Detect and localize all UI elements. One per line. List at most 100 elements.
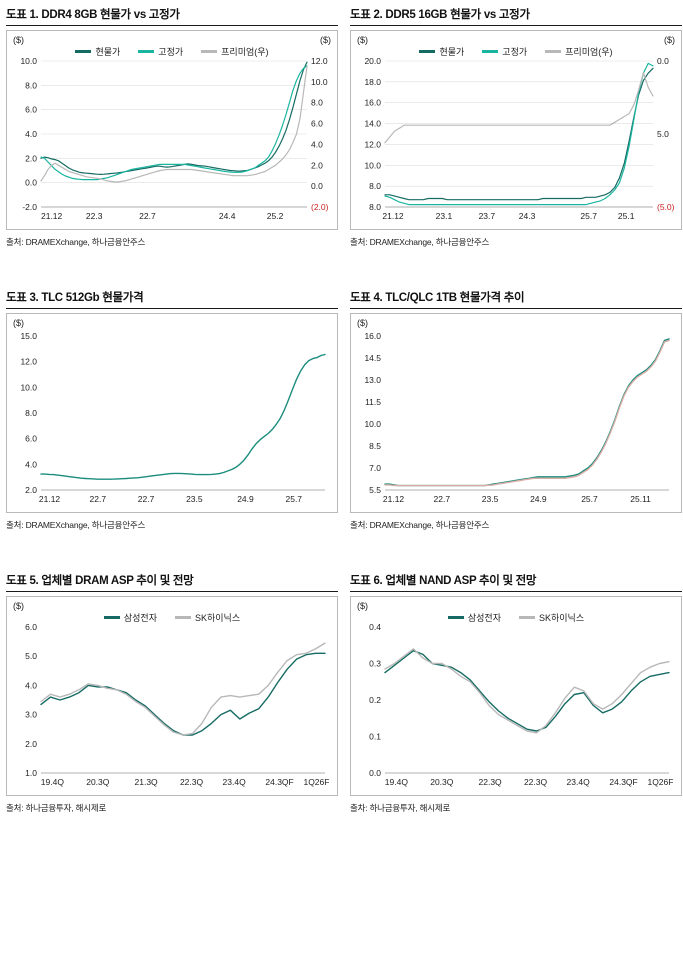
chart-svg: 5.5 7.0 8.5 10.0 11.5 13.0 14.5 16.0 21.12 22.7 23… — [364, 331, 670, 504]
svg-text:12.0: 12.0 — [311, 56, 328, 66]
legend-item-spot: 현물가 — [419, 45, 464, 58]
y-axis-unit-left: ($) — [357, 35, 368, 45]
svg-text:14.5: 14.5 — [364, 353, 381, 363]
svg-text:2.0: 2.0 — [311, 160, 323, 170]
panel-nand-asp: 도표 6. 업체별 NAND ASP 추이 및 전망 ($) 삼성전자 SK하이… — [348, 572, 683, 855]
svg-text:(5.0): (5.0) — [657, 202, 675, 212]
chart-dram-asp: ($) 삼성전자 SK하이닉스 1.0 2.0 3.0 4.0 5.0 6.0 19.4Q 2… — [6, 596, 338, 796]
panel-title: 도표 5. 업체별 DRAM ASP 추이 및 전망 — [6, 572, 338, 592]
y-axis-unit-left: ($) — [357, 601, 368, 611]
svg-text:23.5: 23.5 — [482, 494, 499, 504]
svg-text:0.0: 0.0 — [25, 178, 37, 188]
svg-text:24.3QF: 24.3QF — [265, 777, 293, 787]
legend-label: 프리미엄(우) — [565, 47, 613, 57]
svg-text:6.0: 6.0 — [25, 622, 37, 632]
svg-text:25.7: 25.7 — [285, 494, 302, 504]
svg-text:4.0: 4.0 — [25, 129, 37, 139]
panel-dram-asp: 도표 5. 업체별 DRAM ASP 추이 및 전망 ($) 삼성전자 SK하이… — [4, 572, 340, 855]
legend-label: 고정가 — [502, 47, 528, 57]
svg-text:25.7: 25.7 — [581, 494, 598, 504]
svg-text:12.0: 12.0 — [364, 139, 381, 149]
legend-label: 현물가 — [95, 47, 121, 57]
legend-swatch-icon — [545, 50, 562, 53]
chart-source: 출처: 하나금융투자, 해시제로 — [6, 803, 107, 813]
chart-source: 출처: DRAMEXchange, 하나금융안주스 — [6, 237, 146, 247]
legend-item-samsung: 삼성전자 — [103, 611, 157, 624]
svg-text:22.7: 22.7 — [434, 494, 451, 504]
svg-text:16.0: 16.0 — [364, 98, 381, 108]
y-axis-unit-left: ($) — [13, 601, 24, 611]
svg-text:1.0: 1.0 — [25, 768, 37, 778]
y-axis-unit-right: ($) — [320, 35, 331, 45]
svg-text:6.0: 6.0 — [25, 105, 37, 115]
svg-text:8.0: 8.0 — [369, 202, 381, 212]
chart-ddr4: ($) ($) 현물가 고정가 프리미엄(우) - — [6, 30, 338, 230]
legend-item-samsung: 삼성전자 — [447, 611, 501, 624]
svg-text:22.3: 22.3 — [86, 211, 103, 221]
svg-text:13.0: 13.0 — [364, 375, 381, 385]
legend-label: SK하이닉스 — [538, 613, 585, 623]
svg-text:24.4: 24.4 — [219, 211, 236, 221]
svg-text:2.0: 2.0 — [25, 153, 37, 163]
svg-text:0.0: 0.0 — [311, 181, 323, 191]
legend-swatch-icon — [518, 616, 535, 619]
svg-text:10.0: 10.0 — [20, 382, 37, 392]
svg-text:10.0: 10.0 — [364, 160, 381, 170]
chart-legend: 삼성전자 SK하이닉스 — [351, 611, 681, 624]
legend-item-premium: 프리미엄(우) — [545, 45, 613, 58]
chart-source: 출차: 하나금융투자, 해시제로 — [350, 803, 451, 813]
svg-text:0.4: 0.4 — [369, 622, 381, 632]
svg-text:23.4Q: 23.4Q — [223, 777, 247, 787]
svg-text:0.0: 0.0 — [369, 768, 381, 778]
svg-text:8.0: 8.0 — [311, 98, 323, 108]
legend-swatch-icon — [419, 50, 436, 53]
legend-label: SK하이닉스 — [194, 613, 241, 623]
legend-swatch-icon — [138, 50, 155, 53]
chart-legend: 현물가 고정가 프리미엄(우) — [7, 45, 337, 58]
legend-swatch-icon — [447, 616, 464, 619]
chart-legend: 삼성전자 SK하이닉스 — [7, 611, 337, 624]
svg-text:21.12: 21.12 — [382, 211, 404, 221]
chart-source: 출처: DRAMEXchange, 하나금융안주스 — [6, 520, 146, 530]
panel-title: 도표 4. TLC/QLC 1TB 현물가격 추이 — [350, 289, 682, 309]
svg-text:21.12: 21.12 — [41, 211, 63, 221]
panel-tlcqlc1tb: 도표 4. TLC/QLC 1TB 현물가격 추이 ($) 5.5 7.0 8.5 1… — [348, 289, 683, 572]
svg-text:20.3Q: 20.3Q — [86, 777, 110, 787]
svg-text:6.0: 6.0 — [311, 119, 323, 129]
svg-text:20.0: 20.0 — [364, 56, 381, 66]
svg-text:5.0: 5.0 — [657, 129, 669, 139]
svg-text:8.5: 8.5 — [369, 441, 381, 451]
svg-text:8.0: 8.0 — [369, 181, 381, 191]
y-axis-unit-left: ($) — [13, 318, 24, 328]
svg-text:2.0: 2.0 — [25, 739, 37, 749]
svg-text:22.3Q: 22.3Q — [180, 777, 204, 787]
svg-text:12.0: 12.0 — [20, 357, 37, 367]
svg-text:23.1: 23.1 — [436, 211, 453, 221]
legend-label: 고정가 — [158, 47, 184, 57]
svg-text:18.0: 18.0 — [364, 77, 381, 87]
svg-text:4.0: 4.0 — [311, 139, 323, 149]
svg-text:5.0: 5.0 — [25, 651, 37, 661]
svg-text:5.5: 5.5 — [369, 485, 381, 495]
chart-svg: -2.0 0.0 2.0 4.0 6.0 8.0 10.0 (2.0) 0.0 2.0 4.0 6.0… — [20, 56, 328, 221]
svg-text:10.0: 10.0 — [364, 419, 381, 429]
svg-text:10.0: 10.0 — [311, 77, 328, 87]
panel-title: 도표 2. DDR5 16GB 현물가 vs 고정가 — [350, 6, 682, 26]
svg-text:0.2: 0.2 — [369, 695, 381, 705]
svg-text:14.0: 14.0 — [364, 119, 381, 129]
panel-title: 도표 6. 업체별 NAND ASP 추이 및 전망 — [350, 572, 682, 592]
panel-ddr5: 도표 2. DDR5 16GB 현물가 vs 고정가 ($) ($) 현물가 고… — [348, 6, 683, 289]
legend-item-spot: 현물가 — [75, 45, 120, 58]
svg-text:21.12: 21.12 — [383, 494, 405, 504]
svg-text:10.0: 10.0 — [20, 56, 37, 66]
svg-text:1Q26F: 1Q26F — [303, 777, 329, 787]
panel-grid: 도표 1. DDR4 8GB 현물가 vs 고정가 ($) ($) 현물가 고정… — [4, 6, 682, 855]
svg-text:-2.0: -2.0 — [22, 202, 37, 212]
chart-tlcqlc1tb: ($) 5.5 7.0 8.5 10.0 11.5 13.0 14.5 16.0 21.12 22… — [350, 313, 682, 513]
svg-text:25.1: 25.1 — [618, 211, 635, 221]
svg-text:21.12: 21.12 — [39, 494, 61, 504]
y-axis-unit-left: ($) — [357, 318, 368, 328]
legend-swatch-icon — [482, 50, 499, 53]
chart-svg: 8.0 8.0 10.0 12.0 14.0 16.0 18.0 20.0 (5.0) 5.0 0.… — [364, 56, 675, 221]
svg-text:23.5: 23.5 — [186, 494, 203, 504]
